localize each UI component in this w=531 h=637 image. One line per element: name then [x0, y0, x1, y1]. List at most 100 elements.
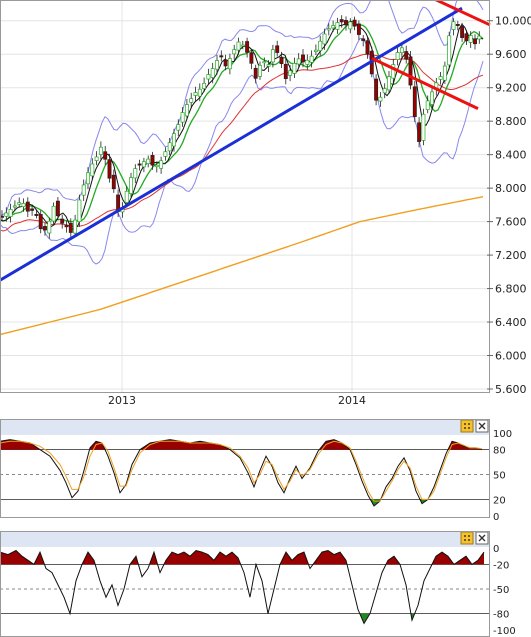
- candle-body: [327, 29, 330, 30]
- price-y-tick-label: 5.600: [495, 383, 527, 396]
- stochastic-header-bar: [0, 419, 490, 435]
- candle-body: [400, 48, 403, 53]
- williams-border: [1, 532, 490, 637]
- time-axis: 2013 2014: [108, 394, 366, 407]
- candle-body: [383, 89, 386, 93]
- candle-body: [138, 164, 141, 165]
- osc-y-tick-label: 100: [493, 429, 512, 440]
- candle-body: [426, 101, 429, 110]
- candle-body: [263, 62, 266, 63]
- candle-body: [18, 203, 21, 204]
- signal-line: [0, 441, 482, 501]
- candle-body: [301, 55, 304, 62]
- candle-body: [220, 56, 223, 57]
- williams-y-axis: 0-20-50-80-100: [493, 544, 516, 637]
- candle-body: [366, 41, 369, 54]
- price-y-axis: 10.0009.6009.2008.8008.4008.0007.6007.20…: [487, 15, 531, 396]
- williams-close-button[interactable]: [476, 532, 488, 544]
- candle-body: [267, 65, 270, 67]
- williams-header-bar: [0, 531, 490, 547]
- overbought-fill: [0, 551, 484, 565]
- candle-body: [215, 60, 218, 69]
- candle-body: [387, 77, 390, 90]
- stochastic-settings-button[interactable]: [461, 420, 473, 432]
- stochastic-close-button[interactable]: [476, 420, 488, 432]
- candle-body: [151, 155, 154, 165]
- price-plot-background: [0, 0, 490, 393]
- candle-body: [413, 87, 416, 117]
- price-y-tick-label: 7.600: [495, 216, 527, 229]
- candle-body: [31, 209, 34, 211]
- osc-y-tick-label: 80: [493, 446, 506, 457]
- candle-body: [340, 20, 343, 22]
- osc-y-tick-label: -100: [493, 626, 516, 637]
- candle-body: [112, 175, 115, 189]
- candle-body: [224, 60, 227, 66]
- candle-body: [375, 79, 378, 100]
- candle-body: [409, 57, 412, 85]
- candle-body: [228, 59, 231, 69]
- candle-body: [258, 65, 261, 76]
- candle-body: [177, 125, 180, 131]
- candle-body: [65, 225, 68, 226]
- candle-body: [52, 206, 55, 221]
- candle-body: [95, 157, 98, 161]
- osc-y-tick-label: 20: [493, 495, 506, 506]
- candle-body: [74, 220, 77, 233]
- candle-body: [448, 36, 451, 65]
- stochastic-panel: 100 80 50 20 0: [0, 419, 512, 523]
- candle-body: [147, 159, 150, 164]
- osc-y-tick-label: 50: [493, 471, 506, 482]
- oscillator-line: [0, 551, 484, 624]
- candle-body: [314, 50, 317, 51]
- candle-body: [190, 99, 193, 103]
- candle-body: [418, 123, 421, 142]
- candle-body: [353, 20, 356, 26]
- candle-body: [246, 42, 249, 53]
- candle-body: [160, 161, 163, 169]
- candle-body: [241, 45, 244, 46]
- price-y-tick-label: 6.000: [495, 350, 527, 363]
- candle-body: [396, 53, 399, 60]
- candle-body: [439, 77, 442, 80]
- candle-body: [207, 75, 210, 79]
- candle-body: [104, 152, 107, 160]
- candle-body: [452, 22, 455, 30]
- candle-body: [108, 160, 111, 179]
- price-y-tick-label: 8.800: [495, 115, 527, 128]
- candle-body: [430, 92, 433, 105]
- candle-body: [194, 93, 197, 96]
- candle-body: [181, 113, 184, 123]
- candle-body: [284, 64, 287, 78]
- candle-body: [82, 185, 85, 195]
- price-y-tick-label: 8.000: [495, 182, 527, 195]
- osc-y-tick-label: 0: [493, 512, 499, 523]
- candle-body: [69, 223, 72, 232]
- williams-settings-button[interactable]: [461, 532, 473, 544]
- candle-body: [332, 26, 335, 28]
- candle-body: [86, 173, 89, 184]
- candle-body: [297, 59, 300, 64]
- price-y-tick-label: 6.400: [495, 316, 527, 329]
- candle-body: [125, 191, 128, 202]
- candle-body: [280, 57, 283, 63]
- candle-body: [168, 143, 171, 151]
- candle-body: [336, 23, 339, 30]
- candle-body: [254, 68, 257, 78]
- x-tick-label: 2014: [338, 394, 366, 407]
- candle-body: [293, 63, 296, 73]
- oversold-fill: [0, 499, 482, 506]
- stochastic-y-axis: 100 80 50 20 0: [493, 429, 512, 523]
- candle-body: [362, 39, 365, 41]
- candle-body: [155, 165, 158, 166]
- candle-body: [5, 213, 8, 216]
- candle-body: [142, 162, 145, 167]
- price-y-tick-label: 9.200: [495, 82, 527, 95]
- osc-y-tick-label: -50: [493, 585, 509, 596]
- candle-body: [61, 219, 64, 223]
- candle-body: [35, 214, 38, 215]
- candle-body: [271, 50, 274, 62]
- williams-gridlines: [0, 564, 490, 613]
- candle-body: [39, 214, 42, 228]
- price-y-tick-label: 8.400: [495, 149, 527, 162]
